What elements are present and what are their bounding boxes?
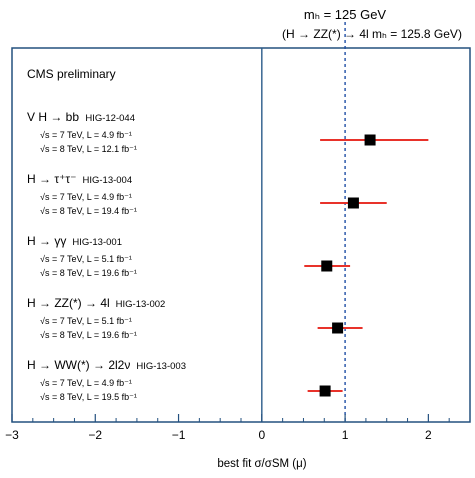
channel-dataset-7tev: √s = 7 TeV, L = 4.9 fb⁻¹ [40, 192, 132, 202]
x-tick-label: 1 [342, 428, 349, 442]
header-line-1: mₕ = 125 GeV [304, 7, 387, 22]
channel-dataset-8tev: √s = 8 TeV, L = 19.6 fb⁻¹ [40, 330, 137, 340]
data-point [332, 322, 344, 334]
channel-dataset-7tev: √s = 7 TeV, L = 5.1 fb⁻¹ [40, 316, 132, 326]
header-line-2: (H → ZZ(*) → 4l mₕ = 125.8 GeV) [282, 27, 462, 41]
data-point [321, 260, 333, 272]
channel-dataset-7tev: √s = 7 TeV, L = 4.9 fb⁻¹ [40, 378, 132, 388]
data-point [347, 197, 359, 209]
x-tick-label: −2 [88, 428, 102, 442]
channel-title: H → τ⁺τ⁻ [27, 172, 76, 186]
channel-title: H → WW(*) → 2l2ν [27, 358, 130, 372]
channel-dataset-8tev: √s = 8 TeV, L = 19.4 fb⁻¹ [40, 206, 137, 216]
channel-dataset-8tev: √s = 8 TeV, L = 19.5 fb⁻¹ [40, 392, 137, 402]
channel-dataset-8tev: √s = 8 TeV, L = 12.1 fb⁻¹ [40, 144, 137, 154]
channel-labels: V H → bb HIG-12-044 √s = 7 TeV, L = 4.9 fb… [27, 110, 186, 402]
plot-frame [11, 47, 471, 423]
channel-reference: HIG-13-003 [136, 361, 186, 372]
channel-title: V H → bb [27, 110, 79, 124]
channel-reference: HIG-12-044 [85, 113, 135, 124]
channel-title: H → ZZ(*) → 4l [27, 296, 110, 310]
x-axis-label: best fit σ/σSM (μ) [217, 458, 306, 470]
panel-label: CMS preliminary [27, 67, 116, 81]
data-point [364, 134, 376, 146]
channel-dataset-8tev: √s = 8 TeV, L = 19.6 fb⁻¹ [40, 268, 137, 278]
x-tick-label: −1 [172, 428, 186, 442]
x-tick-label: 0 [258, 428, 265, 442]
reference-lines [261, 22, 346, 422]
channel-title: H → γγ [27, 234, 66, 248]
data-markers [304, 134, 429, 397]
channel-reference: HIG-13-001 [72, 237, 122, 248]
channel-reference: HIG-13-004 [82, 175, 132, 186]
x-tick-label: −3 [5, 428, 19, 442]
x-axis: −3 −2 −1 0 1 2 [5, 414, 471, 442]
channel-dataset-7tev: √s = 7 TeV, L = 5.1 fb⁻¹ [40, 254, 132, 264]
x-tick-label: 2 [425, 428, 432, 442]
channel-reference: HIG-13-002 [116, 299, 166, 310]
channel-dataset-7tev: √s = 7 TeV, L = 4.9 fb⁻¹ [40, 130, 132, 140]
data-point [319, 385, 331, 397]
